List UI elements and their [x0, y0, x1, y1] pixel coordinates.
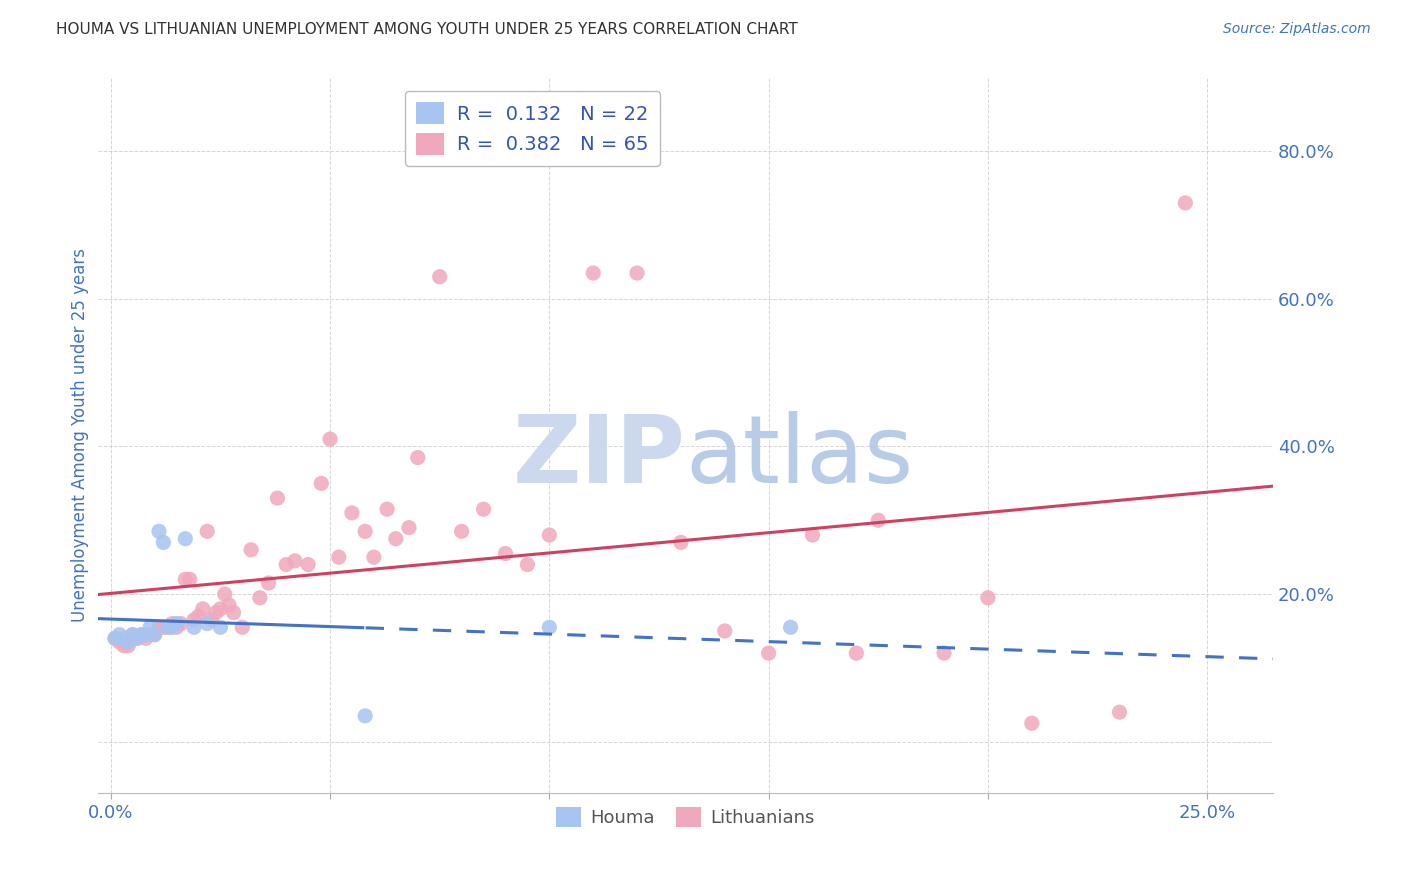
Point: [209, 620, 232, 634]
Point: [845, 646, 868, 660]
Point: [932, 646, 955, 660]
Point: [131, 628, 153, 642]
Point: [148, 524, 170, 539]
Point: [121, 628, 143, 642]
Point: [160, 616, 183, 631]
Point: [104, 632, 127, 646]
Point: [231, 620, 253, 634]
Point: [170, 616, 193, 631]
Point: [669, 535, 692, 549]
Point: [112, 632, 135, 646]
Point: [328, 550, 350, 565]
Point: [249, 591, 271, 605]
Point: [257, 576, 280, 591]
Point: [385, 532, 408, 546]
Point: [148, 620, 170, 634]
Legend: Houma, Lithuanians: Houma, Lithuanians: [548, 800, 823, 834]
Point: [779, 620, 801, 634]
Point: [626, 266, 648, 280]
Point: [160, 620, 183, 634]
Text: atlas: atlas: [685, 411, 914, 503]
Point: [191, 602, 214, 616]
Point: [713, 624, 735, 638]
Point: [538, 528, 561, 542]
Text: Source: ZipAtlas.com: Source: ZipAtlas.com: [1223, 22, 1371, 37]
Point: [104, 632, 127, 646]
Point: [139, 620, 162, 634]
Point: [166, 616, 188, 631]
Point: [801, 528, 824, 542]
Point: [156, 620, 179, 634]
Point: [222, 606, 245, 620]
Point: [297, 558, 319, 572]
Point: [495, 546, 517, 560]
Point: [406, 450, 429, 465]
Point: [354, 524, 377, 539]
Point: [201, 613, 224, 627]
Point: [398, 521, 420, 535]
Point: [135, 632, 157, 646]
Point: [276, 558, 298, 572]
Point: [174, 532, 197, 546]
Point: [179, 572, 201, 586]
Point: [758, 646, 780, 660]
Point: [1021, 716, 1043, 731]
Text: ZIP: ZIP: [512, 411, 685, 503]
Point: [1108, 705, 1130, 719]
Point: [195, 524, 218, 539]
Point: [205, 606, 228, 620]
Point: [977, 591, 1000, 605]
Point: [108, 628, 131, 642]
Point: [156, 620, 179, 634]
Point: [125, 632, 148, 646]
Point: [139, 628, 162, 642]
Point: [166, 620, 188, 634]
Point: [319, 432, 342, 446]
Point: [240, 542, 263, 557]
Point: [214, 587, 236, 601]
Point: [266, 491, 288, 505]
Y-axis label: Unemployment Among Youth under 25 years: Unemployment Among Youth under 25 years: [72, 248, 89, 623]
Point: [284, 554, 307, 568]
Point: [1174, 195, 1197, 210]
Point: [218, 598, 240, 612]
Point: [429, 269, 451, 284]
Point: [187, 609, 209, 624]
Point: [125, 632, 148, 646]
Point: [143, 628, 166, 642]
Point: [868, 513, 890, 527]
Point: [375, 502, 398, 516]
Point: [135, 628, 157, 642]
Text: HOUMA VS LITHUANIAN UNEMPLOYMENT AMONG YOUTH UNDER 25 YEARS CORRELATION CHART: HOUMA VS LITHUANIAN UNEMPLOYMENT AMONG Y…: [56, 22, 799, 37]
Point: [195, 616, 218, 631]
Point: [183, 613, 205, 627]
Point: [309, 476, 332, 491]
Point: [538, 620, 561, 634]
Point: [117, 639, 139, 653]
Point: [472, 502, 495, 516]
Point: [183, 620, 205, 634]
Point: [121, 628, 143, 642]
Point: [174, 572, 197, 586]
Point: [112, 639, 135, 653]
Point: [117, 635, 139, 649]
Point: [152, 535, 174, 549]
Point: [516, 558, 538, 572]
Point: [582, 266, 605, 280]
Point: [363, 550, 385, 565]
Point: [354, 709, 377, 723]
Point: [152, 620, 174, 634]
Point: [143, 628, 166, 642]
Point: [131, 628, 153, 642]
Point: [209, 602, 232, 616]
Point: [108, 635, 131, 649]
Point: [450, 524, 472, 539]
Point: [340, 506, 363, 520]
